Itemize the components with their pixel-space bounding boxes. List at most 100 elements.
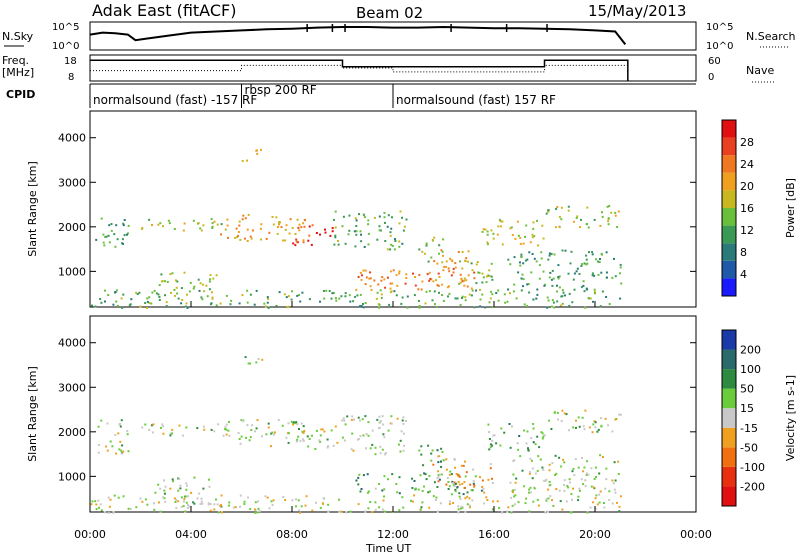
nsky-tick-bottom: 10^0 bbox=[52, 41, 79, 52]
echo-cell bbox=[438, 252, 440, 255]
echo-cell bbox=[217, 511, 220, 514]
echo-cell bbox=[500, 427, 503, 430]
echo-cell bbox=[332, 218, 335, 221]
echo-cell bbox=[373, 216, 376, 219]
echo-cell bbox=[487, 274, 490, 277]
echo-cell bbox=[600, 417, 602, 420]
echo-cell bbox=[423, 485, 425, 488]
echo-cell bbox=[180, 496, 183, 499]
echo-cell bbox=[464, 296, 467, 299]
echo-cell bbox=[226, 224, 229, 227]
echo-cell bbox=[508, 423, 511, 425]
echo-cell bbox=[211, 291, 213, 294]
echo-cell bbox=[512, 491, 514, 494]
echo-cell bbox=[506, 510, 509, 513]
echo-cell bbox=[562, 291, 565, 294]
echo-cell bbox=[378, 415, 381, 418]
echo-cell bbox=[250, 237, 253, 240]
echo-cell bbox=[389, 287, 392, 290]
echo-cell bbox=[354, 217, 357, 220]
colorbar-tick-label: 28 bbox=[740, 136, 754, 149]
echo-cell bbox=[593, 274, 596, 277]
echo-cell bbox=[491, 508, 494, 511]
echo-cell bbox=[241, 160, 244, 162]
echo-cell bbox=[541, 466, 544, 469]
echo-cell bbox=[180, 287, 183, 290]
echo-cell bbox=[584, 306, 587, 309]
echo-cell bbox=[371, 511, 374, 514]
echo-cell bbox=[543, 434, 546, 437]
echo-cell bbox=[401, 419, 404, 422]
echo-cell bbox=[344, 295, 347, 298]
echo-cell bbox=[563, 479, 566, 482]
echo-cell bbox=[283, 293, 286, 296]
echo-cell bbox=[376, 291, 379, 294]
echo-cell bbox=[220, 233, 222, 236]
echo-cell bbox=[201, 298, 204, 301]
echo-cell bbox=[268, 507, 271, 510]
echo-cell bbox=[421, 250, 424, 253]
echo-cell bbox=[392, 269, 395, 272]
echo-cell bbox=[179, 487, 182, 490]
echo-cell bbox=[541, 437, 544, 440]
echo-cell bbox=[532, 423, 535, 425]
echo-cell bbox=[470, 262, 473, 265]
echo-cell bbox=[590, 485, 593, 488]
echo-cell bbox=[211, 225, 214, 228]
echo-cell bbox=[485, 281, 488, 284]
echo-cell bbox=[359, 490, 362, 493]
echo-cell bbox=[540, 431, 543, 434]
echo-cell bbox=[605, 251, 608, 254]
echo-cell bbox=[616, 226, 619, 228]
echo-cell bbox=[455, 473, 458, 475]
freq-label: Freq. bbox=[2, 54, 29, 67]
echo-cell bbox=[614, 491, 617, 494]
freq-unit: [MHz] bbox=[2, 66, 34, 79]
echo-cell bbox=[308, 298, 311, 301]
echo-cell bbox=[606, 276, 608, 279]
echo-cell bbox=[504, 301, 507, 304]
echo-cell bbox=[491, 444, 494, 447]
echo-cell bbox=[287, 305, 290, 308]
cpid-segment-label: normalsound (fast) 157 RF bbox=[396, 93, 556, 107]
echo-cell bbox=[177, 477, 180, 480]
echo-cell bbox=[255, 427, 258, 430]
echo-cell bbox=[327, 445, 330, 448]
echo-cell bbox=[542, 435, 545, 438]
echo-cell bbox=[258, 510, 261, 513]
echo-cell bbox=[544, 511, 547, 514]
echo-cell bbox=[554, 226, 557, 229]
echo-cell bbox=[99, 298, 102, 300]
echo-cell bbox=[251, 229, 254, 232]
echo-cell bbox=[587, 297, 590, 299]
echo-cell bbox=[158, 501, 160, 504]
echo-cell bbox=[300, 226, 303, 229]
echo-cell bbox=[153, 508, 156, 511]
echo-cell bbox=[284, 499, 287, 501]
echo-cell bbox=[413, 294, 416, 297]
echo-cell bbox=[90, 503, 93, 506]
freq-panel-frame bbox=[89, 54, 697, 82]
echo-cell bbox=[509, 263, 512, 266]
echo-cell bbox=[398, 509, 401, 512]
echo-cell bbox=[97, 451, 100, 454]
echo-cell bbox=[383, 488, 386, 491]
echo-cell bbox=[464, 510, 467, 513]
echo-cell bbox=[619, 413, 622, 416]
echo-cell bbox=[266, 301, 269, 304]
echo-cell bbox=[193, 476, 196, 479]
echo-cell bbox=[488, 301, 491, 304]
echo-cell bbox=[425, 290, 428, 293]
echo-cell bbox=[170, 291, 172, 294]
echo-cell bbox=[491, 439, 494, 442]
echo-cell bbox=[398, 476, 401, 479]
echo-cell bbox=[211, 297, 214, 300]
echo-cell bbox=[556, 300, 559, 303]
echo-cell bbox=[469, 483, 472, 486]
echo-cell bbox=[351, 415, 354, 418]
echo-cell bbox=[543, 284, 546, 287]
echo-cell bbox=[441, 283, 444, 286]
echo-cell bbox=[361, 418, 364, 421]
echo-cell bbox=[583, 466, 586, 469]
